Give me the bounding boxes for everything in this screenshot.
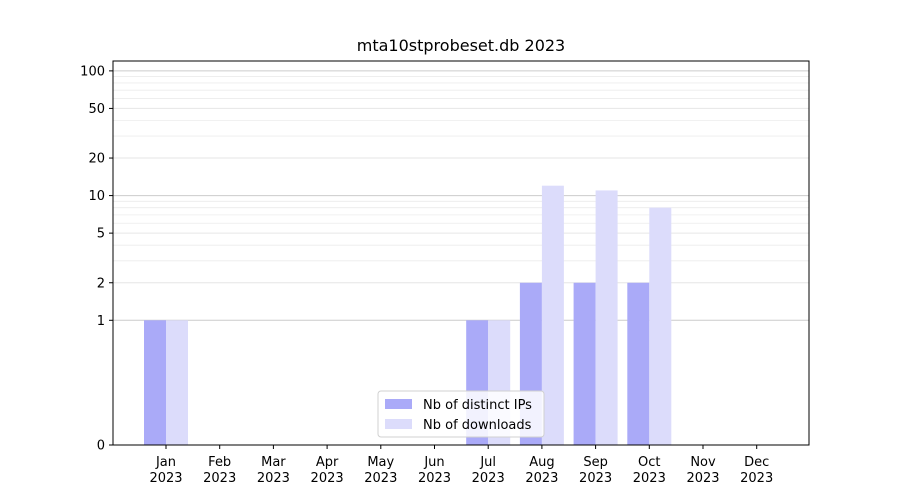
x-tick-label-year: 2023 [203, 471, 236, 486]
x-tick-label-month: Jun [423, 455, 444, 470]
y-tick-label: 0 [97, 439, 105, 454]
x-tick-label-year: 2023 [149, 471, 182, 486]
y-tick-label: 5 [97, 227, 105, 242]
bars [144, 185, 672, 445]
x-tick-label-month: Dec [744, 455, 769, 470]
x-tick-label-year: 2023 [579, 471, 612, 486]
bar-downloads [166, 320, 188, 445]
x-tick-label-year: 2023 [472, 471, 505, 486]
x-tick-label-year: 2023 [311, 471, 344, 486]
x-tick-label-month: Aug [529, 455, 554, 470]
plot-frame [112, 60, 810, 446]
x-tick-label-year: 2023 [525, 471, 558, 486]
x-tick-label-month: Sep [583, 455, 608, 470]
grid-lines [113, 70, 809, 321]
x-tick-label-year: 2023 [633, 471, 666, 486]
x-tick-label-month: Oct [638, 455, 660, 470]
x-tick-label-month: Apr [316, 455, 339, 470]
bar-distinct-ips [573, 282, 596, 445]
bar-downloads [541, 185, 564, 445]
x-tick-label-year: 2023 [740, 471, 773, 486]
y-tick-label: 100 [80, 64, 105, 79]
chart-title: mta10stprobeset.db 2023 [357, 36, 565, 55]
y-tick-label: 50 [88, 102, 105, 117]
legend-swatch [385, 419, 412, 429]
x-tick-label-year: 2023 [686, 471, 719, 486]
bar-distinct-ips [144, 320, 166, 445]
x-tick-label-month: Mar [261, 455, 286, 470]
legend-label: Nb of distinct IPs [423, 398, 532, 413]
y-axis: 0 1 2 5 10 20 50 100 [80, 64, 113, 454]
bar-downloads [595, 190, 618, 445]
x-tick-label-month: May [367, 455, 394, 470]
y-tick-label: 10 [88, 189, 105, 204]
x-tick-label-month: Jul [479, 455, 496, 470]
y-tick-label: 20 [88, 152, 105, 167]
x-tick-label-year: 2023 [418, 471, 451, 486]
legend-label: Nb of downloads [423, 418, 532, 433]
x-tick-label-month: Nov [690, 455, 716, 470]
bar-distinct-ips [627, 282, 650, 445]
x-tick-label-month: Jan [155, 455, 176, 470]
legend: Nb of distinct IPs Nb of downloads [377, 390, 545, 438]
bar-downloads [649, 207, 672, 445]
legend-swatch [385, 399, 412, 409]
x-axis: Jan2023Feb2023Mar2023Apr2023May2023Jun20… [149, 445, 773, 486]
y-tick-label: 2 [97, 276, 105, 291]
x-tick-label-month: Feb [208, 455, 231, 470]
x-tick-label-year: 2023 [364, 471, 397, 486]
x-tick-label-year: 2023 [257, 471, 290, 486]
legend-box [377, 390, 545, 438]
y-tick-label: 1 [97, 314, 105, 329]
